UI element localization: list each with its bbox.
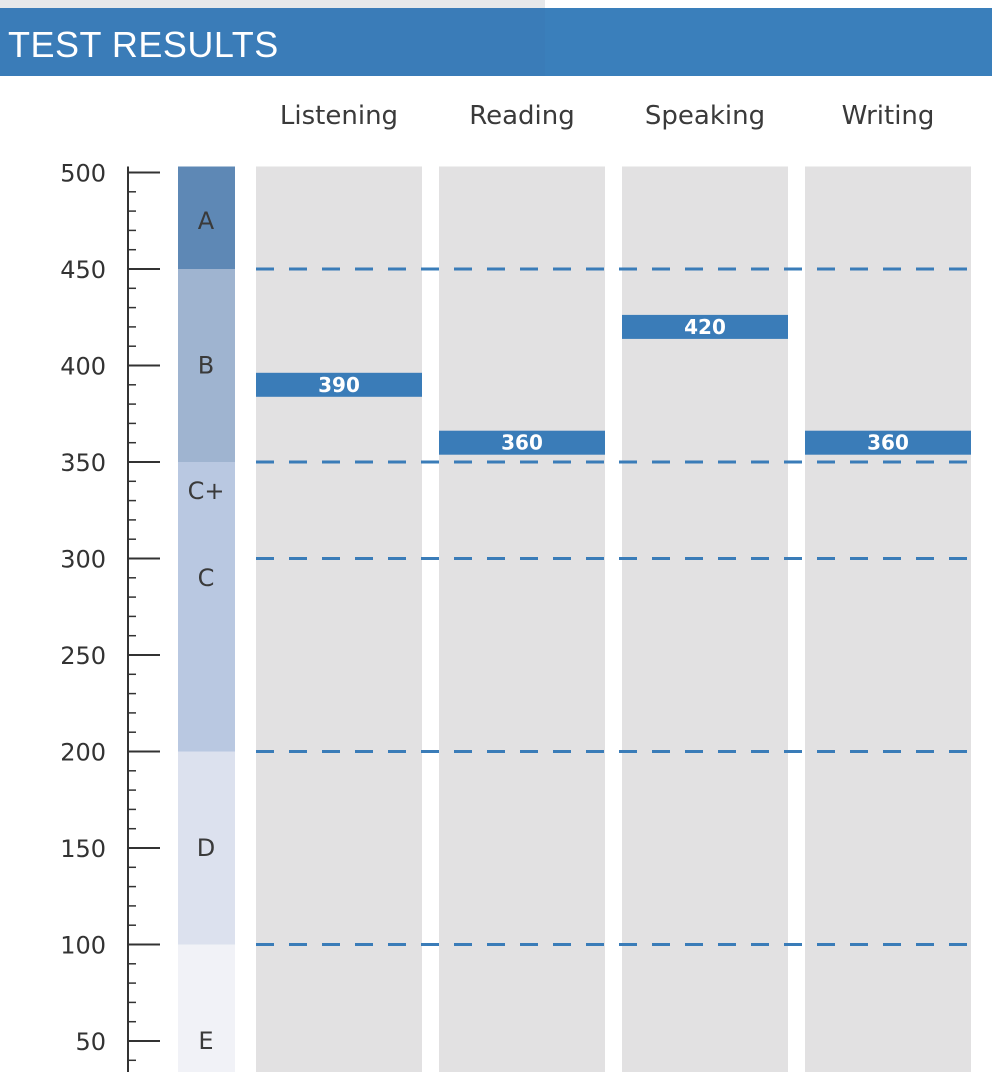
grade-band-label: C+ bbox=[188, 477, 225, 505]
y-tick-label: 300 bbox=[60, 546, 106, 574]
grade-band-c bbox=[178, 558, 235, 752]
y-tick-label: 150 bbox=[60, 835, 106, 863]
score-label-reading: 360 bbox=[501, 431, 543, 455]
score-bar-listening bbox=[256, 372, 422, 397]
y-tick-label: 350 bbox=[60, 449, 106, 477]
score-label-speaking: 420 bbox=[684, 315, 726, 339]
grade-band-b bbox=[178, 269, 235, 462]
grade-band-label: E bbox=[198, 1027, 213, 1055]
column-background-writing bbox=[805, 166, 971, 1072]
column-header-listening: Listening bbox=[280, 101, 398, 131]
y-tick-label: 100 bbox=[60, 932, 106, 960]
column-background-speaking bbox=[622, 166, 788, 1072]
test-results-chart: Listening Reading Speaking Writing A B C+ C D E 50… bbox=[60, 101, 971, 1072]
header-bar: TEST RESULTS bbox=[0, 8, 992, 76]
y-tick-label: 400 bbox=[60, 353, 106, 381]
column-header-writing: Writing bbox=[842, 101, 935, 131]
column-header-speaking: Speaking bbox=[645, 101, 765, 131]
column-header-reading: Reading bbox=[469, 101, 575, 131]
grade-band-label: B bbox=[198, 352, 214, 380]
page-title: TEST RESULTS bbox=[8, 24, 279, 65]
grade-band-label: D bbox=[197, 834, 215, 862]
score-bar-reading bbox=[439, 430, 605, 455]
y-tick-label: 250 bbox=[60, 642, 106, 670]
score-label-listening: 390 bbox=[318, 373, 360, 397]
y-tick-label: 450 bbox=[60, 256, 106, 284]
score-bar-writing bbox=[805, 430, 971, 455]
grade-band-e bbox=[178, 944, 235, 1072]
y-tick-label: 500 bbox=[60, 160, 106, 188]
top-strip bbox=[0, 0, 992, 8]
grade-band-label: A bbox=[198, 207, 215, 235]
column-background-listening bbox=[256, 166, 422, 1072]
score-label-writing: 360 bbox=[867, 431, 909, 455]
grade-band-c-plus bbox=[178, 462, 235, 559]
column-background-reading bbox=[439, 166, 605, 1072]
score-bar-speaking bbox=[622, 314, 788, 339]
y-tick-label: 50 bbox=[75, 1028, 106, 1056]
grade-band-a bbox=[178, 166, 235, 269]
y-tick-label: 200 bbox=[60, 739, 106, 767]
grade-band-label: C bbox=[198, 564, 215, 592]
grade-band-d bbox=[178, 751, 235, 945]
